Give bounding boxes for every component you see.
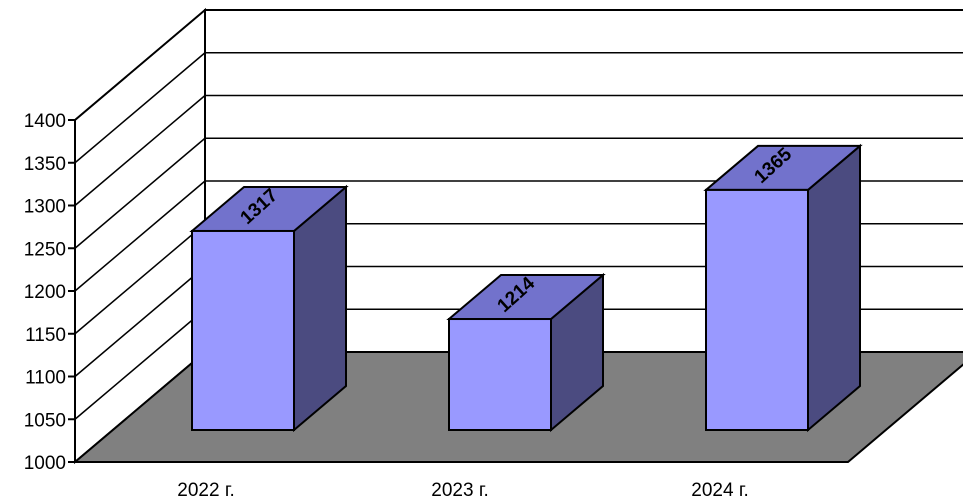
side-gridline — [74, 265, 206, 378]
y-tick-label: 1050 — [24, 410, 66, 431]
bar-front — [705, 188, 809, 431]
side-gridline — [74, 137, 206, 249]
side-gridline — [74, 308, 206, 420]
y-tick-label: 1400 — [24, 111, 66, 132]
side-gridline — [74, 180, 206, 292]
y-tick-label: 1350 — [24, 154, 66, 175]
y-tick-label: 1100 — [25, 368, 66, 389]
side-gridline — [74, 9, 206, 121]
side-gridline — [74, 223, 206, 335]
bar — [703, 143, 863, 433]
category-label: 2024 г. — [691, 480, 748, 500]
y-tick-label: 1200 — [24, 282, 66, 303]
bars — [189, 143, 863, 433]
y-tick-label: 1300 — [24, 197, 66, 218]
category-labels: 2022 г. 2023 г. 2024 г. — [177, 480, 748, 500]
bar-side — [807, 143, 861, 433]
category-label: 2022 г. — [177, 480, 234, 500]
bar-front — [191, 229, 295, 431]
side-gridline — [74, 52, 206, 164]
y-tick-label: 1000 — [24, 453, 66, 474]
bar — [189, 184, 349, 433]
y-tick-label: 1250 — [24, 239, 66, 260]
y-tick-label: 1150 — [25, 325, 66, 346]
category-label: 2023 г. — [431, 480, 488, 500]
bar-front — [448, 318, 552, 431]
bar — [446, 272, 606, 433]
side-gridline — [74, 94, 206, 207]
y-axis: 1000 1050 1100 1150 1200 1250 1300 1350 1400 — [24, 111, 76, 474]
